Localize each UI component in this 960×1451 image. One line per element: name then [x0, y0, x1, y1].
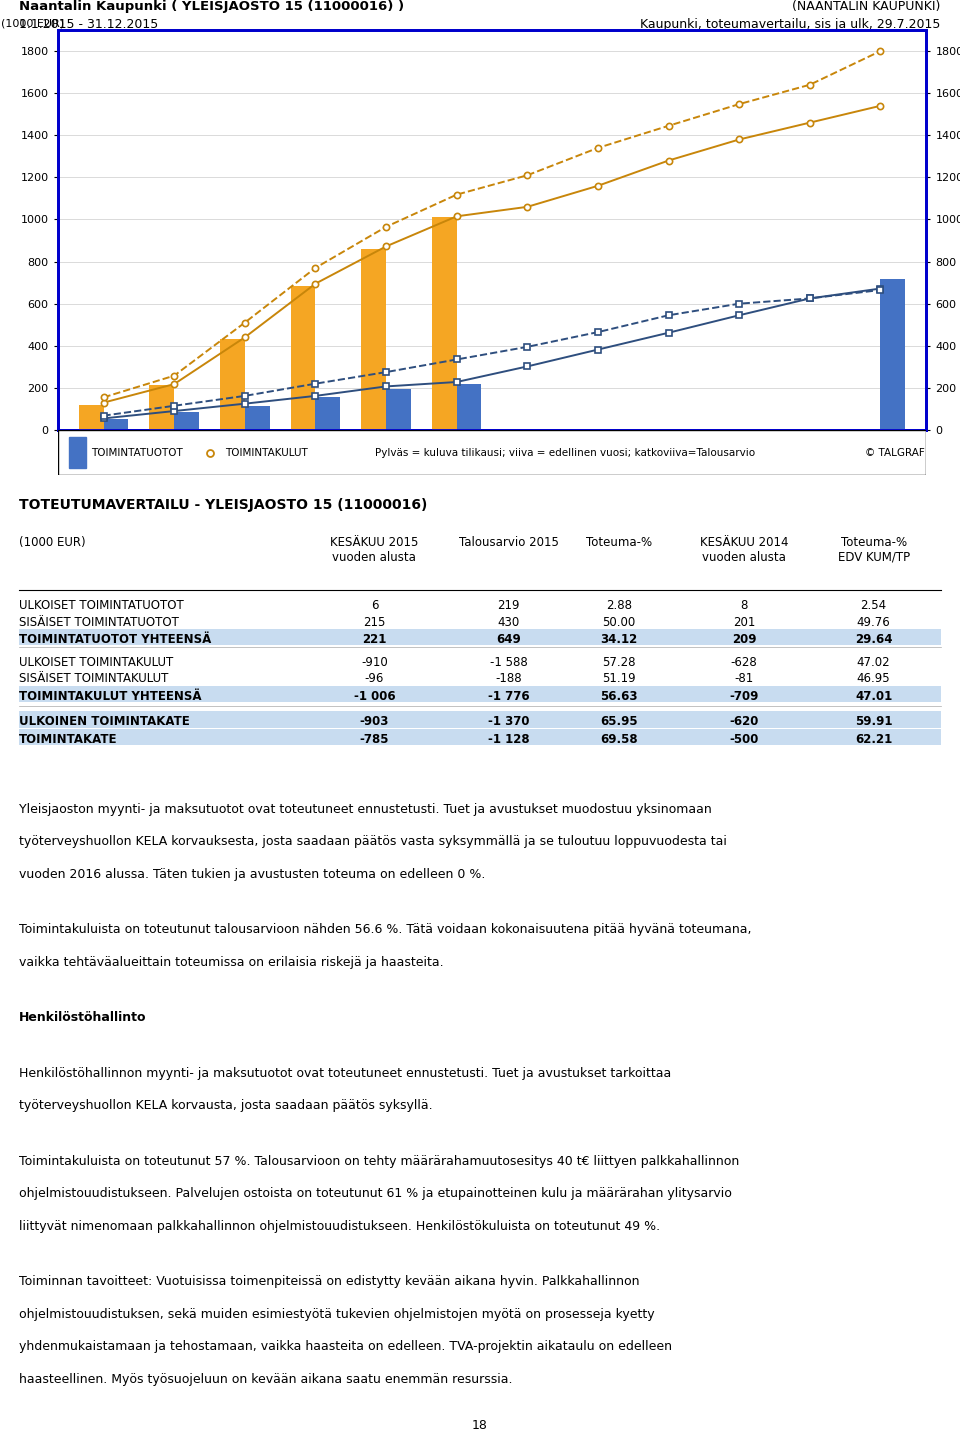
- Bar: [174, 412, 199, 429]
- Text: 47.01: 47.01: [855, 691, 892, 704]
- Text: 6: 6: [371, 599, 378, 612]
- Text: Henkilöstöhallinto: Henkilöstöhallinto: [19, 1011, 147, 1024]
- Text: -81: -81: [734, 672, 754, 685]
- Bar: [19, 630, 941, 646]
- Text: Yleisjaoston myynti- ja maksutuotot ovat toteutuneet ennustetusti. Tuet ja avust: Yleisjaoston myynti- ja maksutuotot ovat…: [19, 802, 712, 815]
- Text: 2.54: 2.54: [860, 599, 887, 612]
- Text: -628: -628: [731, 656, 757, 669]
- Text: vuoden 2016 alussa. Täten tukien ja avustusten toteuma on edelleen 0 %.: vuoden 2016 alussa. Täten tukien ja avus…: [19, 868, 486, 881]
- Text: Toteuma-%
EDV KUM/TP: Toteuma-% EDV KUM/TP: [837, 535, 910, 564]
- Bar: [150, 385, 174, 429]
- Text: 49.76: 49.76: [856, 615, 891, 628]
- Text: 51.19: 51.19: [602, 672, 636, 685]
- Text: vaikka tehtäväalueittain toteumissa on erilaisia riskejä ja haasteita.: vaikka tehtäväalueittain toteumissa on e…: [19, 956, 444, 969]
- Text: ULKOISET TOIMINTATUOTOT: ULKOISET TOIMINTATUOTOT: [19, 599, 184, 612]
- Text: -903: -903: [360, 715, 389, 728]
- Text: -785: -785: [360, 733, 389, 746]
- Text: 59.91: 59.91: [854, 715, 893, 728]
- Bar: [245, 406, 270, 429]
- Text: -910: -910: [361, 656, 388, 669]
- Text: työterveyshuollon KELA korvausta, josta saadaan päätös syksyllä.: työterveyshuollon KELA korvausta, josta …: [19, 1100, 433, 1113]
- Bar: [880, 280, 905, 429]
- Text: työterveyshuollon KELA korvauksesta, josta saadaan päätös vasta syksymmällä ja s: työterveyshuollon KELA korvauksesta, jos…: [19, 836, 727, 849]
- Text: TOTEUTUMAVERTAILU - YLEISJAOSTO 15 (11000016): TOTEUTUMAVERTAILU - YLEISJAOSTO 15 (1100…: [19, 498, 427, 512]
- Text: 34.12: 34.12: [601, 633, 637, 646]
- Text: (1000 EUR): (1000 EUR): [19, 535, 85, 548]
- Text: 649: 649: [496, 633, 521, 646]
- Text: 50.00: 50.00: [603, 615, 636, 628]
- Bar: [104, 419, 129, 429]
- Text: SISÄISET TOIMINTAKULUT: SISÄISET TOIMINTAKULUT: [19, 672, 169, 685]
- Text: -96: -96: [365, 672, 384, 685]
- Text: -620: -620: [730, 715, 758, 728]
- Text: -1 370: -1 370: [488, 715, 530, 728]
- Text: 69.58: 69.58: [600, 733, 638, 746]
- Bar: [19, 686, 941, 702]
- Bar: [316, 398, 340, 429]
- Bar: [19, 711, 941, 727]
- Text: © TALGRAF: © TALGRAF: [865, 447, 924, 457]
- Text: 221: 221: [362, 633, 387, 646]
- Text: Naantalin Kaupunki ( YLEISJAOSTO 15 (11000016) ): Naantalin Kaupunki ( YLEISJAOSTO 15 (110…: [19, 0, 404, 13]
- Bar: [386, 389, 411, 429]
- Text: -188: -188: [495, 672, 522, 685]
- Text: -500: -500: [730, 733, 758, 746]
- Text: Henkilöstöhallinnon myynti- ja maksutuotot ovat toteutuneet ennustetusti. Tuet j: Henkilöstöhallinnon myynti- ja maksutuot…: [19, 1066, 671, 1080]
- Text: Toimintakuluista on toteutunut talousarvioon nähden 56.6 %. Tätä voidaan kokonai: Toimintakuluista on toteutunut talousarv…: [19, 923, 752, 936]
- Text: 2.88: 2.88: [606, 599, 633, 612]
- Text: (NAANTALIN KAUPUNKI): (NAANTALIN KAUPUNKI): [792, 0, 941, 13]
- Text: 29.64: 29.64: [854, 633, 893, 646]
- Text: -1 776: -1 776: [488, 691, 530, 704]
- Text: KESÄKUU 2015
vuoden alusta: KESÄKUU 2015 vuoden alusta: [330, 535, 419, 564]
- Bar: [220, 340, 245, 429]
- Text: 215: 215: [363, 615, 386, 628]
- Text: 209: 209: [732, 633, 756, 646]
- Text: Kaupunki, toteumavertailu, sis ja ulk, 29.7.2015: Kaupunki, toteumavertailu, sis ja ulk, 2…: [640, 19, 941, 32]
- Text: Toimintakuluista on toteutunut 57 %. Talousarvioon on tehty määrärahamuutosesity: Toimintakuluista on toteutunut 57 %. Tal…: [19, 1155, 739, 1168]
- Bar: [79, 405, 104, 429]
- Text: TOIMINTATUOTOT YHTEENSÄ: TOIMINTATUOTOT YHTEENSÄ: [19, 633, 211, 646]
- Text: yhdenmukaistamaan ja tehostamaan, vaikka haasteita on edelleen. TVA-projektin ai: yhdenmukaistamaan ja tehostamaan, vaikka…: [19, 1341, 672, 1354]
- Text: 18: 18: [472, 1419, 488, 1432]
- Text: 46.95: 46.95: [856, 672, 891, 685]
- Bar: [457, 383, 481, 429]
- Text: TOIMINTAKULUT: TOIMINTAKULUT: [226, 447, 308, 457]
- Bar: [69, 437, 86, 469]
- Text: -1 128: -1 128: [488, 733, 530, 746]
- Text: ULKOINEN TOIMINTAKATE: ULKOINEN TOIMINTAKATE: [19, 715, 190, 728]
- Text: TOIMINTAKULUT YHTEENSÄ: TOIMINTAKULUT YHTEENSÄ: [19, 691, 202, 704]
- Text: SISÄISET TOIMINTATUOTOT: SISÄISET TOIMINTATUOTOT: [19, 615, 180, 628]
- Text: 201: 201: [732, 615, 756, 628]
- Bar: [432, 218, 457, 429]
- Text: 47.02: 47.02: [856, 656, 891, 669]
- Text: (1000 EUR): (1000 EUR): [1, 17, 64, 28]
- Bar: [361, 250, 386, 429]
- Text: 62.21: 62.21: [855, 733, 892, 746]
- Bar: [291, 286, 316, 429]
- Text: ohjelmistouudistukseen. Palvelujen ostoista on toteutunut 61 % ja etupainotteine: ohjelmistouudistukseen. Palvelujen ostoi…: [19, 1187, 732, 1200]
- Text: 57.28: 57.28: [603, 656, 636, 669]
- Text: haasteellinen. Myös työsuojeluun on kevään aikana saatu enemmän resurssia.: haasteellinen. Myös työsuojeluun on kevä…: [19, 1373, 513, 1386]
- Text: Toteuma-%: Toteuma-%: [587, 535, 652, 548]
- Text: 8: 8: [740, 599, 748, 612]
- Text: 56.63: 56.63: [600, 691, 638, 704]
- Text: -1 588: -1 588: [490, 656, 528, 669]
- Text: ULKOISET TOIMINTAKULUT: ULKOISET TOIMINTAKULUT: [19, 656, 174, 669]
- Text: -709: -709: [730, 691, 758, 704]
- Text: 430: 430: [497, 615, 520, 628]
- Text: Pylväs = kuluva tilikausi; viiva = edellinen vuosi; katkoviiva=Talousarvio: Pylväs = kuluva tilikausi; viiva = edell…: [374, 447, 755, 457]
- Text: TOIMINTAKATE: TOIMINTAKATE: [19, 733, 118, 746]
- Text: Toiminnan tavoitteet: Vuotuisissa toimenpiteissä on edistytty kevään aikana hyvi: Toiminnan tavoitteet: Vuotuisissa toimen…: [19, 1275, 639, 1288]
- Text: -1 006: -1 006: [353, 691, 396, 704]
- Text: liittyvät nimenomaan palkkahallinnon ohjelmistouudistukseen. Henkilöstökuluista : liittyvät nimenomaan palkkahallinnon ohj…: [19, 1220, 660, 1233]
- Text: 65.95: 65.95: [600, 715, 638, 728]
- Text: 219: 219: [497, 599, 520, 612]
- Text: ohjelmistouudistuksen, sekä muiden esimiestyötä tukevien ohjelmistojen myötä on : ohjelmistouudistuksen, sekä muiden esimi…: [19, 1307, 655, 1320]
- Text: 1.1.2015 - 31.12.2015: 1.1.2015 - 31.12.2015: [19, 19, 158, 32]
- Text: TOIMINTATUOTOT: TOIMINTATUOTOT: [90, 447, 182, 457]
- Text: Talousarvio 2015: Talousarvio 2015: [459, 535, 559, 548]
- Bar: [19, 728, 941, 746]
- Text: KESÄKUU 2014
vuoden alusta: KESÄKUU 2014 vuoden alusta: [700, 535, 788, 564]
